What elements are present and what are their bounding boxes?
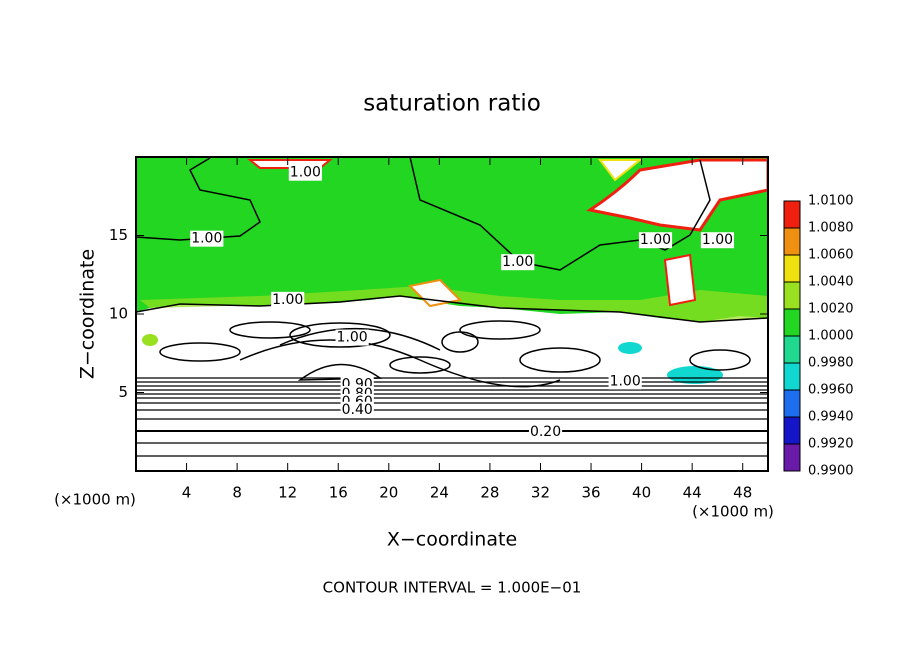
contour-label-bg [608,373,642,390]
colorbar-label: 0.9920 [808,437,854,452]
x-unit: (×1000 m) [692,503,774,521]
contour-label: 1.00 [640,232,671,248]
colorbar-band [784,201,800,228]
contour-label-bg [501,254,535,271]
y-tick-label: 10 [109,305,128,323]
colorbar-label: 1.0040 [808,275,854,290]
x-axis-label: X−coordinate [387,529,517,551]
subsat-patch [667,366,723,384]
contour-label: 1.00 [191,231,222,247]
contour-label: 1.00 [337,330,368,346]
clear-patch [663,253,697,307]
colorbar-label: 1.0060 [808,248,854,263]
x-tick-label: 16 [329,484,348,502]
colorbar-band [784,255,800,282]
colorbar-band [784,309,800,336]
contour-label: 1.00 [702,232,733,248]
colorbar-band [784,363,800,390]
x-tick-label: 36 [581,484,600,502]
colorbar-label: 0.9960 [808,383,854,398]
contour-label: 0.20 [530,424,561,440]
contour-label-bg [700,232,735,249]
colorbar-label: 1.0080 [808,221,854,236]
colorbar-label: 0.9900 [808,464,854,479]
contour-label-bg [638,232,673,249]
colorbar-band [784,228,800,255]
contour-label: 0.40 [342,402,373,418]
x-tick-label: 8 [232,484,242,502]
contour-label: 1.00 [610,374,641,390]
patch [142,334,158,346]
colorbar-band [784,282,800,309]
contour-label: 1.00 [502,254,533,270]
chart-title: saturation ratio [363,91,541,117]
contour-label-bg [288,164,322,181]
field [136,157,768,471]
y-tick-label: 15 [109,226,128,244]
clear-patch [586,158,768,232]
colorbar-band [784,336,800,363]
colorbar-label: 0.9940 [808,410,854,425]
contour-label-bg [271,291,305,308]
colorbar-band [784,390,800,417]
x-tick-label: 28 [480,484,499,502]
contour-label-bg [190,230,224,247]
x-tick-label: 12 [278,484,297,502]
y-tick-label: 5 [118,383,128,401]
contours [136,157,768,388]
x-tick-label: 48 [733,484,752,502]
contour-label: 1.00 [290,165,321,181]
x-tick-label: 4 [182,484,192,502]
contour-label: 1.00 [272,292,303,308]
footnote: CONTOUR INTERVAL = 1.000E−01 [323,579,582,597]
contour-label-bg [340,401,374,418]
contours [136,377,768,457]
colorbar-label: 1.0100 [808,194,854,209]
x-tick-label: 32 [531,484,550,502]
clear-patch [598,159,643,182]
colorbar-band [784,417,800,444]
x-tick-label: 20 [379,484,398,502]
colorbar-label: 1.0000 [808,329,854,344]
x-tick-label: 24 [430,484,449,502]
colorbar-label: 1.0020 [808,302,854,317]
x-tick-label: 40 [632,484,651,502]
x-unit: (×1000 m) [54,491,136,509]
x-tick-label: 44 [683,484,702,502]
patch [618,342,642,354]
contour-label-bg [335,329,369,346]
colorbar-band [784,444,800,471]
colorbar-label: 0.9980 [808,356,854,371]
contour-label-bg [528,423,563,440]
y-axis-label: Z−coordinate [77,249,99,379]
